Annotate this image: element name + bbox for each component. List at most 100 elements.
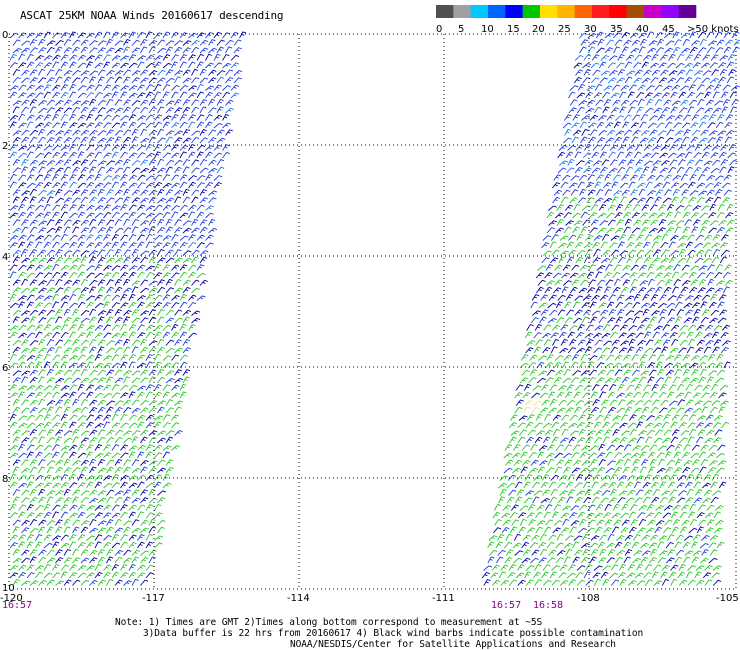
wind-barb [148, 106, 157, 114]
wind-barb [688, 338, 696, 346]
wind-barb [581, 205, 591, 211]
wind-barb [614, 39, 623, 46]
wind-barb [103, 114, 112, 121]
wind-barb [114, 556, 123, 564]
wind-barb [131, 556, 140, 564]
wind-barb [706, 174, 715, 181]
wind-barb [610, 346, 618, 354]
wind-barb [46, 579, 55, 586]
wind-barb [631, 369, 640, 376]
wind-barb [586, 271, 595, 279]
wind-barb [654, 511, 662, 519]
wind-barb [696, 339, 705, 346]
wind-barb [597, 466, 606, 474]
wind-barb [9, 205, 19, 211]
wind-barb [563, 212, 572, 219]
wind-barb [615, 444, 624, 451]
wind-barb [103, 504, 112, 511]
wind-barb [148, 430, 158, 436]
wind-barb [571, 353, 580, 361]
wind-barb [684, 407, 694, 414]
wind-barb [120, 331, 128, 339]
wind-barb [536, 361, 545, 369]
wind-barb [703, 160, 713, 166]
wind-barb [574, 482, 583, 489]
wind-barb [595, 31, 604, 39]
wind-barb [77, 511, 86, 519]
wind-barb [709, 317, 719, 324]
wind-barb [495, 541, 503, 549]
wind-barb [523, 497, 533, 504]
wind-barb [205, 181, 214, 189]
wind-barb [640, 370, 650, 376]
wind-barb [128, 265, 138, 271]
wind-barb [622, 121, 630, 129]
wind-barb [162, 182, 172, 189]
wind-barb [653, 580, 663, 586]
wind-barb [171, 211, 179, 219]
legend-swatch-0 [436, 5, 454, 18]
wind-barb [182, 347, 191, 354]
wind-barb [638, 376, 647, 384]
wind-barb [593, 578, 601, 586]
wind-barb [677, 159, 686, 166]
wind-barb [179, 301, 188, 309]
wind-barb [94, 205, 104, 211]
wind-barb [711, 256, 720, 264]
wind-barb [656, 122, 665, 129]
wind-barb [516, 474, 525, 481]
wind-barb [38, 220, 48, 226]
wind-barb [140, 250, 150, 256]
wind-barb [658, 407, 668, 414]
wind-barb [18, 122, 27, 129]
wind-barb [553, 520, 563, 526]
wind-barb [727, 166, 735, 174]
wind-barb [657, 557, 666, 564]
wind-barb [566, 241, 574, 249]
legend-label-50: >50 knots [687, 24, 739, 35]
wind-barb [145, 271, 154, 279]
wind-barb [678, 579, 688, 586]
wind-barb [72, 287, 81, 294]
wind-barb [618, 332, 627, 339]
wind-barb [582, 548, 590, 556]
wind-barb [97, 490, 107, 496]
wind-barb [651, 53, 659, 61]
wind-barb [131, 527, 141, 534]
wind-barb [701, 62, 710, 69]
wind-barb [69, 512, 78, 519]
wind-barb [120, 203, 128, 211]
wind-barb [598, 129, 608, 136]
wind-barb [106, 47, 115, 54]
wind-barb [120, 384, 129, 391]
wind-barb [199, 197, 209, 204]
wind-barb [171, 392, 180, 399]
wind-barb [585, 181, 595, 189]
wind-barb [525, 421, 534, 429]
wind-barb [106, 400, 116, 406]
wind-barb [148, 46, 156, 54]
wind-barb [541, 399, 550, 406]
wind-barb [622, 466, 631, 474]
wind-barb [145, 564, 154, 571]
wind-barb [69, 293, 77, 301]
wind-barb [12, 136, 21, 144]
wind-barb [531, 549, 540, 556]
wind-barb [544, 272, 553, 279]
wind-barb [699, 368, 707, 376]
wind-barb [667, 549, 675, 556]
wind-barb [55, 287, 64, 294]
wind-barb [154, 61, 162, 69]
wind-barb [589, 212, 598, 219]
wind-barb [667, 391, 675, 399]
wind-barb [521, 541, 530, 549]
wind-barb [46, 428, 54, 436]
wind-barb [111, 241, 119, 249]
wind-barb [630, 362, 639, 369]
wind-barb [674, 114, 683, 121]
wind-barb [604, 286, 612, 294]
wind-barb [567, 145, 577, 151]
wind-barb [35, 451, 43, 459]
wind-barb [9, 53, 17, 61]
wind-barb [600, 309, 609, 316]
